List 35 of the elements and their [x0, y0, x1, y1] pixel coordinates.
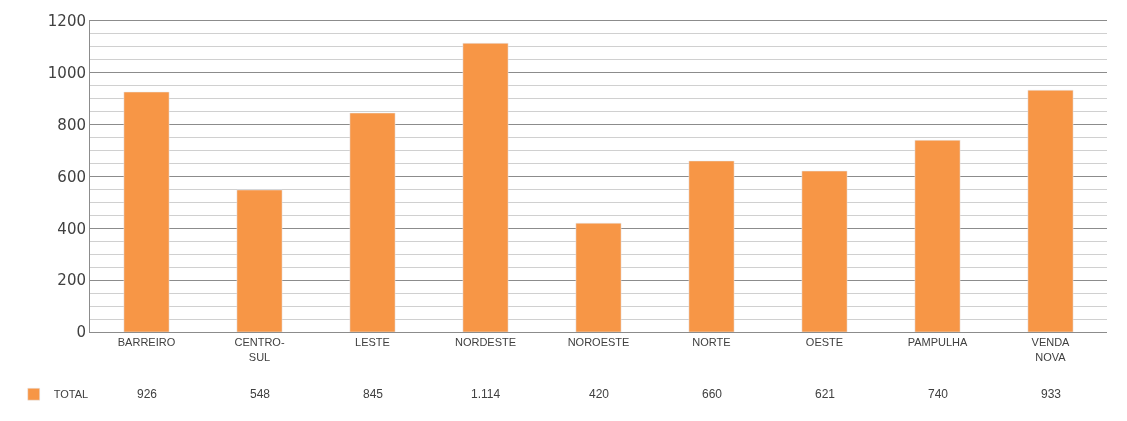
legend-label: TOTAL [53, 388, 89, 401]
bar [914, 139, 961, 332]
bar [349, 112, 396, 332]
x-tick-label: NORTE [692, 336, 731, 349]
y-tick-label: 400 [57, 219, 86, 238]
data-label: 420 [589, 387, 610, 401]
data-label: 740 [928, 387, 949, 401]
y-tick-label: 1200 [47, 12, 86, 31]
x-tick-label: PAMPULHA [907, 336, 969, 349]
x-tick-label: CENTRO-SUL [234, 336, 285, 363]
bar [1027, 89, 1074, 332]
data-label: 933 [1041, 387, 1062, 401]
bar [801, 170, 848, 332]
bar [575, 222, 622, 332]
x-tick-label: OESTE [805, 336, 844, 349]
y-tick-label: 600 [57, 167, 86, 186]
y-tick-label: 0 [76, 323, 86, 342]
bar [236, 189, 283, 332]
x-tick-label: LESTE [355, 336, 390, 349]
x-tick-label: BARREIRO [117, 336, 176, 349]
data-label: 621 [815, 387, 836, 401]
data-label: 548 [250, 387, 271, 401]
x-tick-label: NORDESTE [454, 336, 517, 349]
data-label: 926 [137, 387, 158, 401]
bar [123, 91, 170, 332]
x-tick-label: VENDA NOVA [1031, 336, 1071, 363]
bar [462, 43, 509, 332]
data-label: 660 [702, 387, 723, 401]
y-tick-label: 200 [57, 271, 86, 290]
bar [688, 160, 735, 332]
y-tick-label: 1000 [47, 64, 86, 83]
data-label: 1.114 [471, 387, 501, 401]
x-tick-label: NOROESTE [567, 336, 630, 349]
data-label: 845 [363, 387, 384, 401]
y-tick-label: 800 [57, 115, 86, 134]
